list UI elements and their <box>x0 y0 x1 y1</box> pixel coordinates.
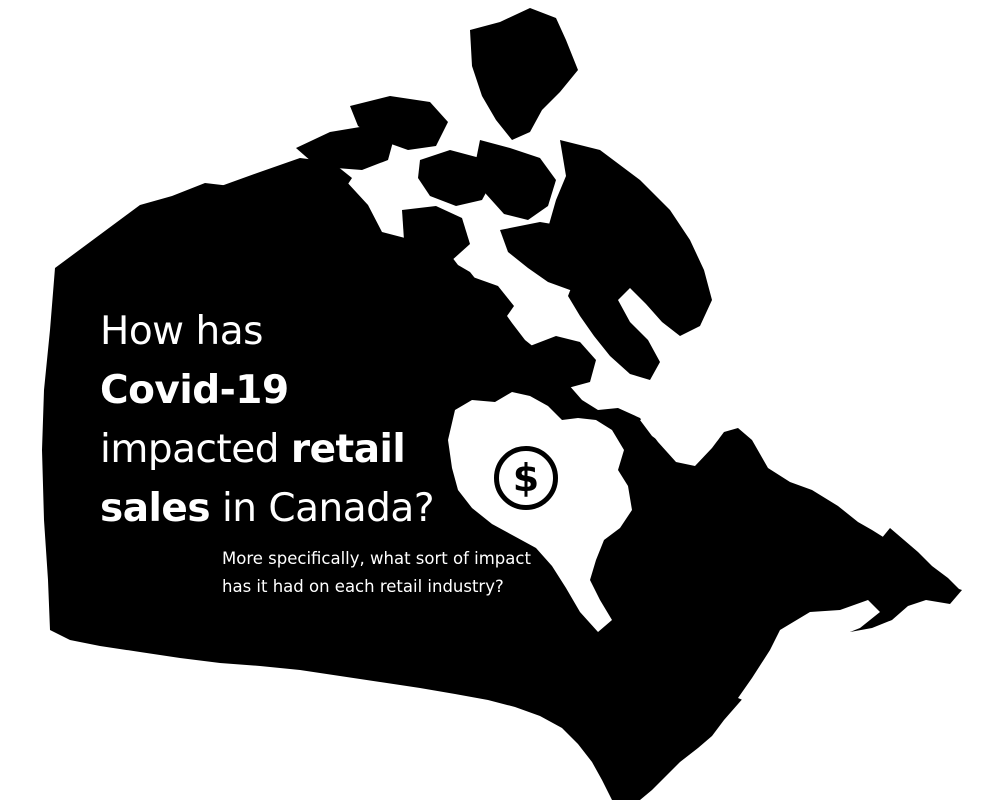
hudson-bay <box>448 392 632 632</box>
title-sales-bold: sales <box>100 486 211 531</box>
southampton-island <box>530 336 596 388</box>
arctic-island-2 <box>296 126 394 170</box>
title-line-1: How has <box>100 309 263 354</box>
title-in-canada: in Canada? <box>210 486 435 531</box>
arctic-island-5 <box>402 206 470 262</box>
arctic-island-7 <box>474 140 556 220</box>
dollar-glyph: $ <box>512 456 540 500</box>
page-title: How has Covid-19 impacted retail sales i… <box>100 302 460 538</box>
subtitle-text: More specifically, what sort of impact h… <box>222 549 531 596</box>
title-covid-bold: Covid-19 <box>100 368 289 413</box>
arctic-island-3 <box>350 96 448 150</box>
arctic-island-1 <box>210 158 352 212</box>
gulf-inlet <box>738 600 880 704</box>
newfoundland-island <box>872 528 960 608</box>
title-impacted: impacted <box>100 427 291 472</box>
foxe-basin-inlet <box>640 410 730 462</box>
baffin-island <box>548 140 712 380</box>
arctic-island-6 <box>470 8 578 140</box>
title-retail-bold: retail <box>290 427 406 472</box>
arctic-island-10 <box>378 268 432 308</box>
dollar-sign-icon: $ <box>494 446 558 510</box>
arctic-island-9 <box>440 276 514 330</box>
arctic-island-4 <box>418 150 494 206</box>
